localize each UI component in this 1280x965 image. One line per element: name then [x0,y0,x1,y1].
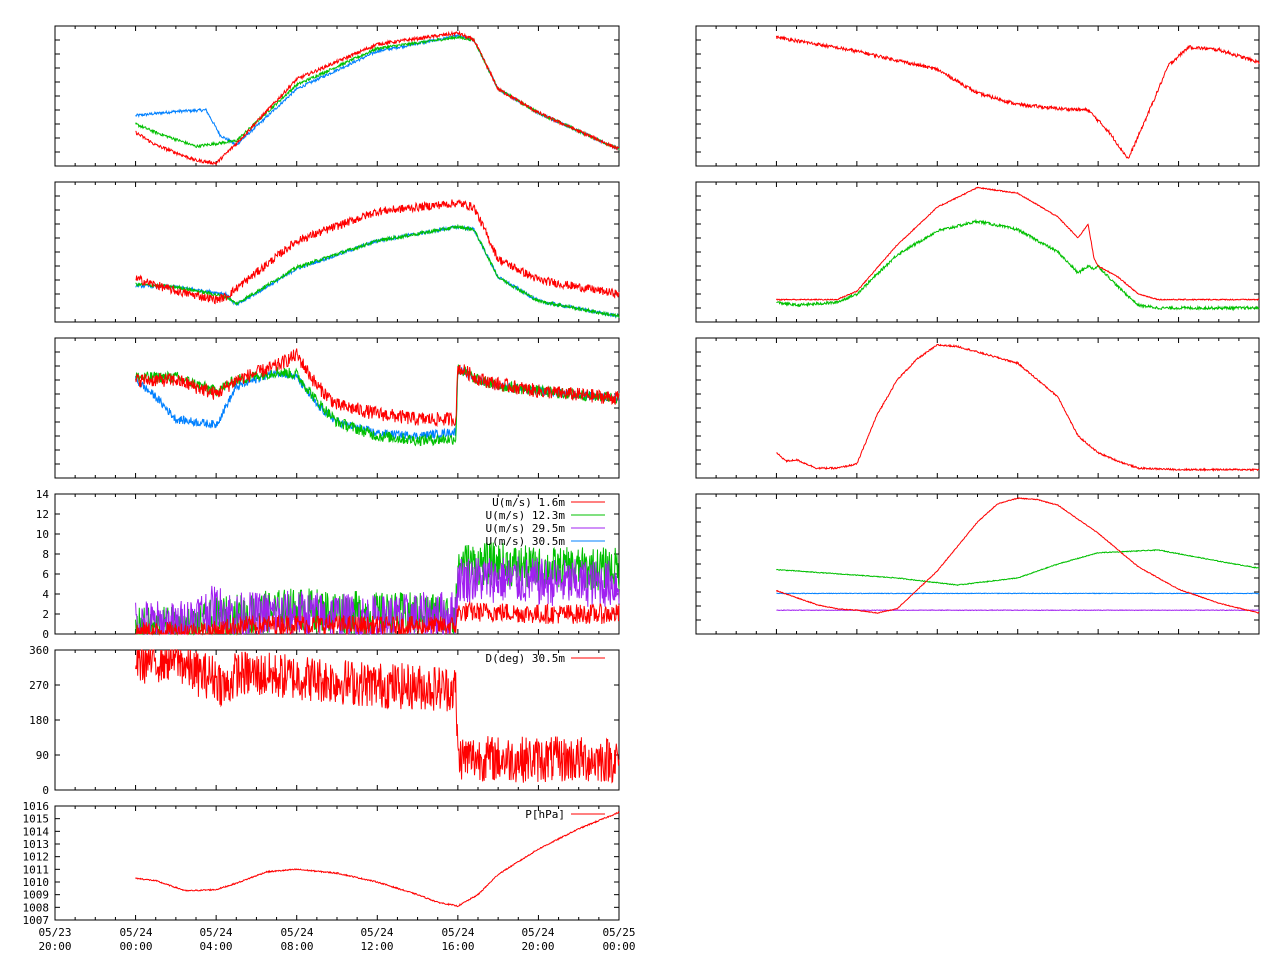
y-tick-label: 1016 [23,800,50,813]
chart-panel-temp-profile-2 [54,181,620,323]
series-line-red [775,35,1260,159]
series-line-red [775,497,1260,614]
chart-panel-right-3 [695,337,1260,479]
legend-label: U(m/s) 30.5m [486,535,566,548]
y-tick-label: 1010 [23,876,50,889]
y-tick-label: 1011 [23,863,50,876]
panel-frame [54,25,620,167]
series-line-green [776,549,1260,587]
y-tick-label: 180 [29,714,49,727]
series-line-blue [776,592,1260,595]
series-line-red [135,348,620,428]
chart-panel-right-4 [695,493,1260,635]
series-line-green [776,218,1260,312]
legend-label: U(m/s) 29.5m [486,522,566,535]
y-tick-label: 270 [29,679,49,692]
legend-label: U(m/s) 1.6m [492,496,565,509]
y-tick-label: 2 [42,608,49,621]
series-line-blue [135,365,620,442]
y-tick-label: 90 [36,749,49,762]
series-line-green [135,223,620,319]
x-tick-label-top: 05/24 [119,926,152,939]
y-tick-label: 6 [42,568,49,581]
y-tick-label: 1013 [23,838,50,851]
panel-frame [695,181,1260,323]
y-tick-label: 0 [42,628,49,641]
legend-label: U(m/s) 12.3m [486,509,566,522]
series-line-blue [135,224,620,319]
chart-panel-humidity-profile [54,337,620,479]
x-tick-label-top: 05/24 [441,926,474,939]
series-line-blue [135,33,620,151]
x-tick-label-top: 05/24 [521,926,554,939]
y-tick-label: 10 [36,528,49,541]
chart-panel-wind-direction: 0 90 180 270 360 D(deg) 30.5m [29,644,620,797]
x-tick-label-bottom: 00:00 [119,940,152,953]
x-tick-label-bottom: 08:00 [280,940,313,953]
series-line-green [135,34,620,151]
y-tick-label: 1014 [23,825,50,838]
y-tick-label: 14 [36,488,50,501]
series-line-red [135,649,620,784]
y-tick-label: 4 [42,588,49,601]
x-tick-label-bottom: 00:00 [602,940,635,953]
x-tick-label-top: 05/25 [602,926,635,939]
x-tick-label-bottom: 16:00 [441,940,474,953]
y-tick-label: 1012 [23,851,50,864]
chart-panel-temp-profile-1 [54,25,620,167]
x-tick-label-top: 05/24 [280,926,313,939]
chart-panel-right-2 [695,181,1260,323]
x-axis-labels: 05/23 20:00 05/24 00:00 05/24 04:00 05/2… [38,926,635,953]
legend-label: P[hPa] [525,808,565,821]
chart-panel-pressure: 1007100810091010101110121013101410151016… [23,800,620,927]
y-tick-label: 0 [42,784,49,797]
y-tick-label: 8 [42,548,49,561]
x-tick-label-top: 05/24 [199,926,232,939]
y-tick-label: 1008 [23,901,50,914]
panel-frame [695,25,1260,167]
panel-frame [54,181,620,323]
series-line-red [776,186,1260,302]
y-tick-label: 1007 [23,914,50,927]
series-line-red [135,600,620,636]
x-tick-label-bottom: 20:00 [521,940,554,953]
x-tick-label-top: 05/23 [38,926,71,939]
series-line-red [135,30,619,166]
y-tick-label: 1009 [23,889,50,902]
chart-panel-right-1 [695,25,1260,167]
x-tick-label-top: 05/24 [360,926,393,939]
x-tick-label-bottom: 20:00 [38,940,71,953]
legend-label: D(deg) 30.5m [486,652,566,665]
y-tick-label: 360 [29,644,49,657]
panel-frame [695,493,1260,635]
y-tick-label: 12 [36,508,49,521]
panel-frame [54,805,620,921]
series-line-red [776,343,1260,472]
series-line-red [135,199,620,305]
series-line-red [135,811,620,908]
x-tick-label-bottom: 12:00 [360,940,393,953]
y-tick-label: 1015 [23,813,50,826]
x-tick-label-bottom: 04:00 [199,940,232,953]
